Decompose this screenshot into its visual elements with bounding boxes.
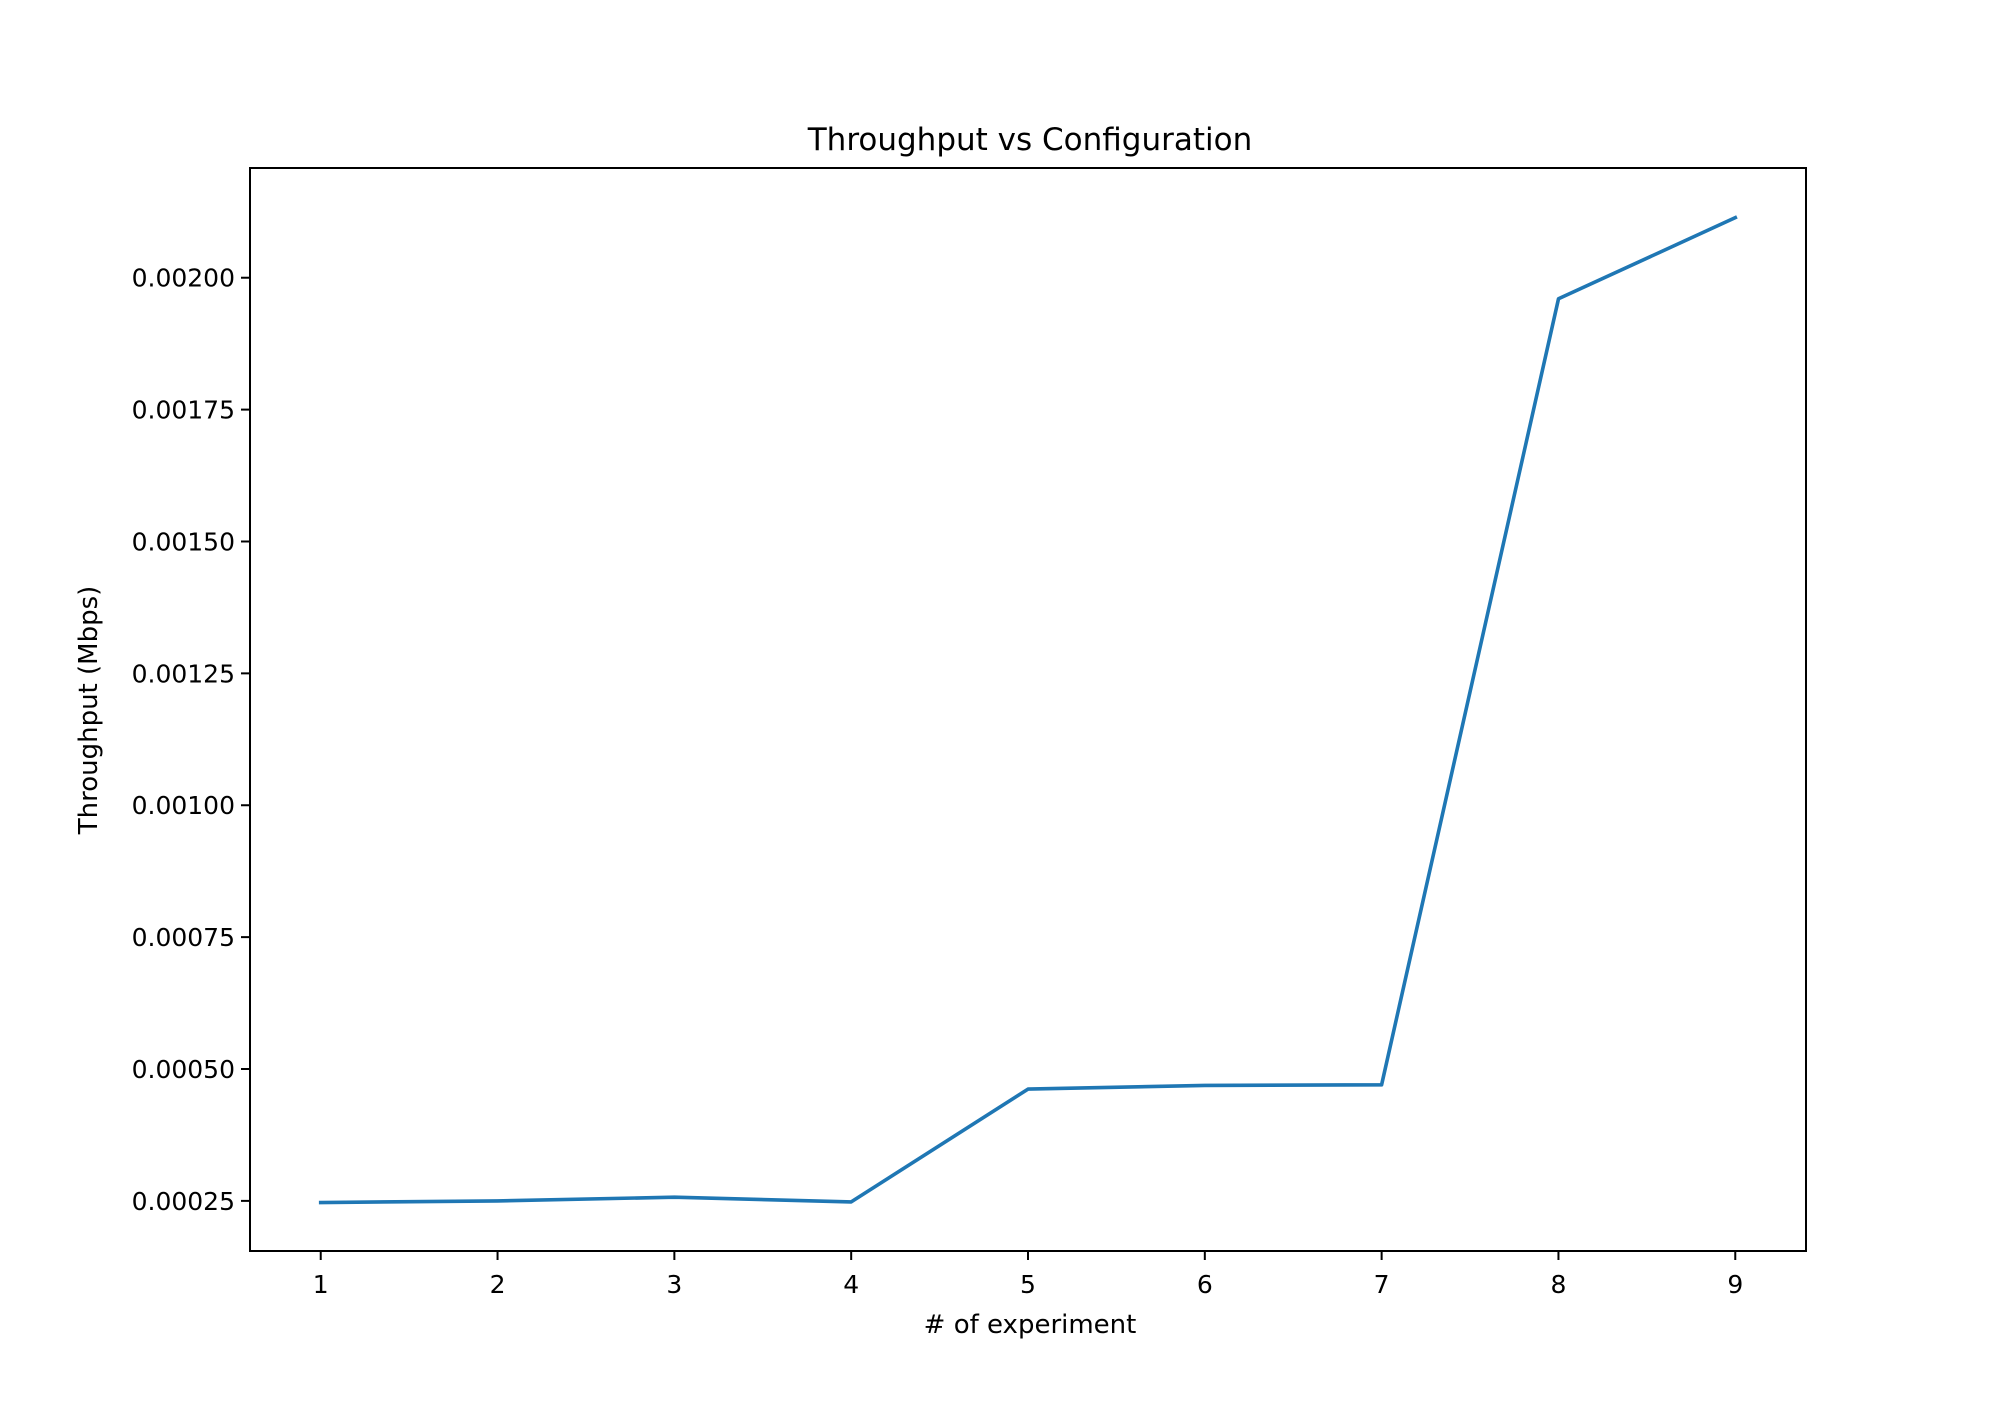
y-tick-label: 0.00025: [132, 1187, 235, 1216]
x-axis-ticks: 1 2 3 4 5 6 7 8 9: [313, 1251, 1743, 1299]
y-axis-label: Throughput (Mbps): [74, 586, 104, 836]
series-layer: [318, 215, 1738, 1205]
plot-area-frame: [249, 167, 1807, 1252]
y-tick-label: 0.00075: [132, 923, 235, 952]
y-tick-label: 0.00200: [132, 264, 235, 293]
y-tick-label: 0.00050: [132, 1055, 235, 1084]
y-tick-label: 0.00175: [132, 396, 235, 425]
chart-title: Throughput vs Configuration: [807, 122, 1253, 158]
series-line-0: [318, 215, 1738, 1205]
x-axis-label: # of experiment: [924, 1310, 1137, 1340]
x-tick-label: 8: [1551, 1270, 1567, 1299]
x-tick-label: 3: [666, 1270, 682, 1299]
x-tick-label: 5: [1020, 1270, 1036, 1299]
x-tick-label: 1: [313, 1270, 329, 1299]
x-tick-label: 6: [1197, 1270, 1213, 1299]
x-tick-label: 4: [843, 1270, 859, 1299]
y-tick-label: 0.00125: [132, 659, 235, 688]
y-tick-label: 0.00150: [132, 527, 235, 556]
x-tick-label: 7: [1374, 1270, 1390, 1299]
y-axis-ticks: 0.00025 0.00050 0.00075 0.00100 0.00125 0.001…: [132, 264, 250, 1216]
x-tick-label: 2: [490, 1270, 506, 1299]
x-tick-label: 9: [1727, 1270, 1743, 1299]
y-tick-label: 0.00100: [132, 791, 235, 820]
